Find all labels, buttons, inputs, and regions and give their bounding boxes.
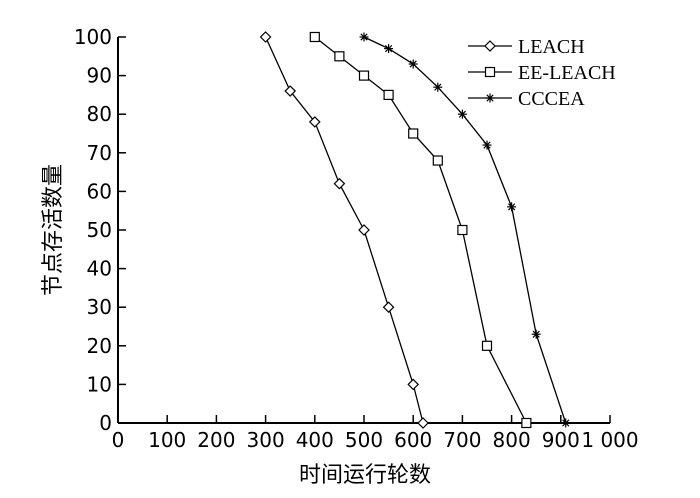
star-stroke bbox=[434, 83, 442, 91]
y-tick-label: 90 bbox=[87, 64, 112, 88]
y-axis-title: 节点存活数量 bbox=[41, 164, 66, 296]
data-point-leach bbox=[284, 85, 297, 97]
x-tick-label: 500 bbox=[345, 428, 383, 452]
x-tick-label: 300 bbox=[247, 428, 285, 452]
data-point-ee-leach bbox=[408, 128, 419, 139]
y-tick-label: 30 bbox=[87, 295, 112, 319]
data-point-cccea bbox=[482, 140, 492, 150]
legend-label: LEACH bbox=[518, 36, 585, 58]
series-layer bbox=[259, 31, 571, 429]
y-axis-ticks: 0 10 20 30 40 50 60 70 80 90 100 bbox=[74, 25, 126, 435]
data-point-ee-leach bbox=[481, 340, 493, 351]
star-stroke bbox=[384, 44, 393, 53]
star-stroke bbox=[562, 419, 570, 427]
legend-marker bbox=[485, 93, 495, 103]
y-tick-label: 0 bbox=[99, 411, 112, 435]
x-tick-label: 900 bbox=[542, 428, 580, 452]
data-point-ee-leach bbox=[334, 51, 345, 62]
data-point-leach bbox=[308, 116, 321, 128]
star-stroke bbox=[483, 141, 491, 149]
data-point-cccea bbox=[359, 32, 369, 42]
star-stroke bbox=[507, 203, 516, 211]
x-tick-label: 600 bbox=[394, 428, 432, 452]
data-point-ee-leach bbox=[383, 89, 394, 101]
data-point-leach bbox=[358, 224, 370, 236]
legend-label: EE-LEACH bbox=[518, 62, 616, 84]
y-tick-label: 60 bbox=[87, 179, 112, 203]
data-point-ee-leach bbox=[521, 417, 532, 429]
y-tick-label: 70 bbox=[87, 141, 112, 165]
data-point-cccea bbox=[384, 44, 394, 54]
legend: LEACH EE-LEACH CCCEA bbox=[468, 36, 616, 110]
y-tick-label: 20 bbox=[87, 334, 112, 358]
data-point-leach bbox=[333, 177, 346, 190]
legend-item-ee-leach: EE-LEACH bbox=[468, 62, 616, 84]
data-point-cccea bbox=[433, 82, 443, 92]
data-point-leach bbox=[417, 417, 429, 429]
x-tick-label: 700 bbox=[443, 428, 481, 452]
legend-marker bbox=[484, 40, 496, 52]
data-point-leach bbox=[382, 301, 395, 314]
star-stroke bbox=[409, 60, 417, 68]
x-tick-label: 100 bbox=[148, 428, 186, 452]
series-ee-leach bbox=[309, 31, 532, 429]
data-point-cccea bbox=[561, 418, 571, 428]
x-tick-label: 400 bbox=[296, 428, 334, 452]
x-tick-label: 800 bbox=[493, 428, 531, 452]
y-tick-label: 50 bbox=[87, 218, 112, 242]
data-point-ee-leach bbox=[432, 155, 443, 166]
x-tick-label: 0 bbox=[112, 428, 125, 452]
data-point-cccea bbox=[408, 59, 418, 69]
star-stroke bbox=[360, 33, 368, 41]
legend-item-leach: LEACH bbox=[468, 36, 585, 58]
y-tick-label: 10 bbox=[87, 372, 112, 396]
y-tick-label: 100 bbox=[74, 25, 112, 49]
x-axis-ticks: 0 100 200 300 400 500 600 700 800 900 1 000 bbox=[112, 415, 639, 452]
star-stroke bbox=[458, 110, 467, 118]
data-point-ee-leach bbox=[457, 224, 468, 236]
series-line-ee-leach bbox=[314, 36, 527, 424]
data-point-ee-leach bbox=[309, 31, 320, 43]
legend-label: CCCEA bbox=[518, 88, 585, 110]
data-point-ee-leach bbox=[358, 70, 370, 81]
legend-marker bbox=[484, 66, 496, 78]
x-axis-title: 时间运行轮数 bbox=[299, 463, 431, 488]
legend-item-cccea: CCCEA bbox=[468, 88, 585, 110]
data-point-leach bbox=[407, 378, 420, 391]
data-point-cccea bbox=[507, 202, 517, 212]
x-tick-label: 200 bbox=[197, 428, 235, 452]
data-point-cccea bbox=[457, 109, 467, 119]
data-point-leach bbox=[259, 31, 272, 43]
series-line-leach bbox=[265, 36, 424, 424]
star-stroke bbox=[486, 94, 494, 102]
series-leach bbox=[259, 31, 429, 429]
data-point-cccea bbox=[531, 329, 541, 339]
y-tick-label: 80 bbox=[87, 102, 112, 126]
series-cccea bbox=[359, 32, 571, 428]
x-tick-label: 1 000 bbox=[581, 428, 638, 452]
star-stroke bbox=[532, 330, 540, 338]
y-tick-label: 40 bbox=[87, 257, 112, 281]
